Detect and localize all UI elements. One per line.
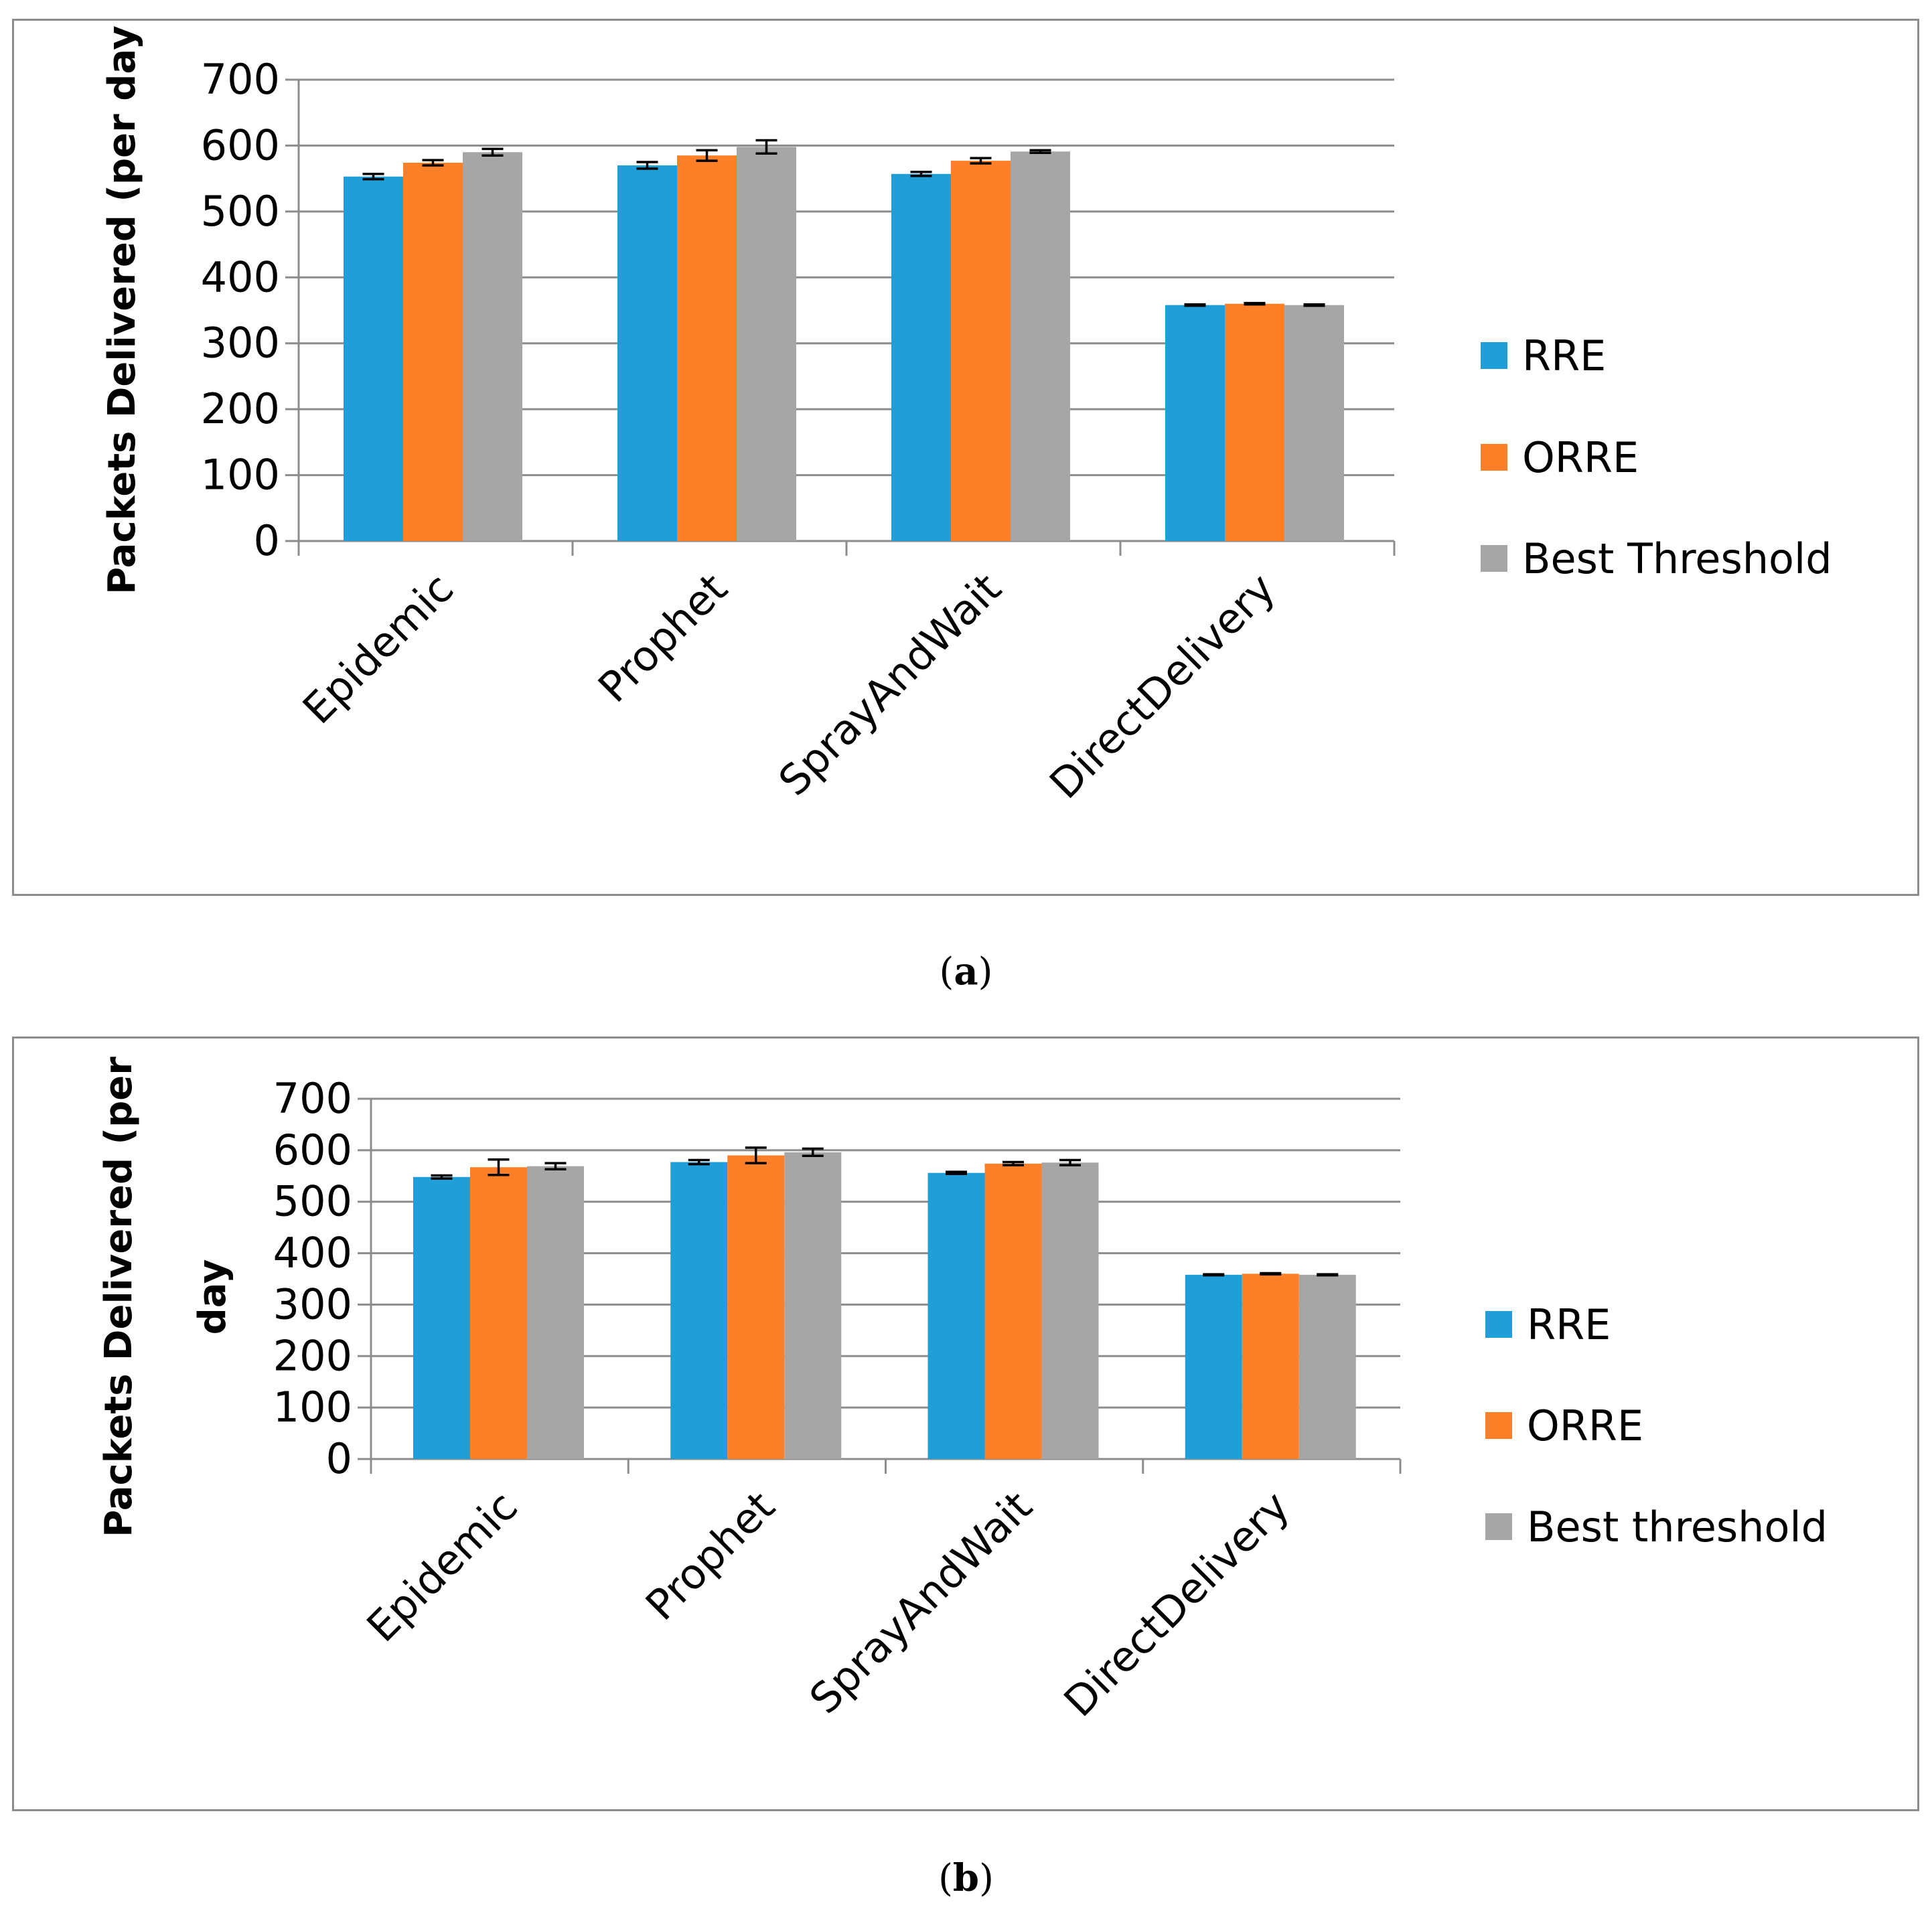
error-bar <box>755 139 777 155</box>
caption-a: (a) <box>939 949 993 994</box>
y-tick-label: 700 <box>201 55 280 104</box>
bar-rre-sprayandwait <box>891 173 951 541</box>
error-bar <box>481 147 504 157</box>
y-tick-label: 400 <box>201 252 280 301</box>
y-tick-label: 600 <box>273 1126 352 1174</box>
bar-orre-sprayandwait <box>984 1163 1042 1459</box>
chart-panel-a: 0 100 200 300 400 500 600 700 Epidemic Prophet Spr… <box>12 19 1919 896</box>
bar-best-threshold-epidemic <box>463 152 522 541</box>
error-bar <box>688 1158 710 1166</box>
bar-best-threshold-sprayandwait <box>1041 1162 1099 1459</box>
x-category-label: Epidemic <box>293 564 463 733</box>
y-tick-label: 0 <box>254 516 280 565</box>
x-category-label: Prophet <box>636 1482 784 1630</box>
y-tick-label: 100 <box>273 1383 352 1432</box>
x-category-label: Prophet <box>589 564 737 712</box>
bar-orre-directdelivery <box>1242 1274 1299 1459</box>
error-bar <box>1184 303 1206 307</box>
bar-rre-sprayandwait <box>927 1172 985 1459</box>
legend-swatch-best-threshold <box>1481 545 1507 572</box>
legend-label: RRE <box>1527 1300 1611 1349</box>
y-axis-title: Packets Delivered (per day <box>100 25 144 595</box>
error-bar <box>802 1147 824 1158</box>
x-category-label: DirectDelivery <box>1040 564 1284 808</box>
error-bar <box>544 1162 567 1171</box>
legend-label: Best Threshold <box>1522 534 1832 583</box>
y-axis-title: Packets Delivered (per <box>97 1057 141 1537</box>
error-bar <box>431 1174 453 1180</box>
y-axis-title: day <box>191 1259 234 1335</box>
bar-rre-directdelivery <box>1185 1274 1242 1459</box>
error-bar <box>422 159 444 167</box>
y-tick-label: 300 <box>273 1280 352 1328</box>
x-category-label: SprayAndWait <box>800 1482 1042 1723</box>
y-tick-label: 100 <box>201 451 280 500</box>
legend-label: ORRE <box>1527 1401 1643 1450</box>
error-bar <box>946 1170 967 1175</box>
y-tick-label: 500 <box>273 1177 352 1226</box>
y-tick-label: 200 <box>273 1331 352 1380</box>
bar-best-threshold-epidemic <box>527 1166 584 1459</box>
y-tick-label: 400 <box>273 1229 352 1278</box>
y-tick-label: 300 <box>201 319 280 368</box>
error-bar <box>1317 1273 1339 1277</box>
legend-swatch-rre <box>1481 342 1507 369</box>
bar-orre-sprayandwait <box>951 161 1011 541</box>
legend-label: ORRE <box>1522 433 1639 482</box>
error-bar <box>745 1146 767 1164</box>
bar-orre-prophet <box>727 1155 785 1459</box>
error-bar <box>1244 301 1266 306</box>
legend-label: RRE <box>1522 331 1606 380</box>
legend-swatch-orre <box>1481 444 1507 471</box>
bar-best-threshold-sprayandwait <box>1011 151 1070 542</box>
error-bar <box>1260 1272 1282 1276</box>
legend-label: Best threshold <box>1527 1503 1828 1551</box>
error-bar <box>910 171 932 177</box>
chart-panel-b: 0 100 200 300 400 500 600 700 Epidemic Prophet Spr… <box>12 1037 1919 1811</box>
error-bar <box>1029 149 1051 155</box>
bar-orre-prophet <box>677 155 737 541</box>
legend-swatch-orre <box>1485 1412 1512 1439</box>
chart-a-svg: 0 100 200 300 400 500 600 700 Epidemic Prophet Spr… <box>100 25 1832 808</box>
error-bar <box>696 149 718 162</box>
error-bar <box>488 1158 510 1176</box>
bar-orre-epidemic <box>470 1167 527 1459</box>
bar-best-threshold-directdelivery <box>1284 305 1344 541</box>
bar-best-threshold-prophet <box>737 147 796 541</box>
error-bar <box>1059 1158 1081 1166</box>
y-tick-label: 600 <box>201 121 280 169</box>
x-category-label: Epidemic <box>358 1482 527 1651</box>
bar-rre-directdelivery <box>1165 305 1225 541</box>
x-category-label: SprayAndWait <box>769 564 1011 806</box>
legend-swatch-best-threshold <box>1485 1513 1512 1540</box>
error-bar <box>970 157 992 165</box>
y-tick-label: 0 <box>326 1434 352 1483</box>
bar-orre-epidemic <box>403 163 463 541</box>
bar-best-threshold-directdelivery <box>1298 1274 1356 1459</box>
legend-swatch-rre <box>1485 1311 1512 1338</box>
error-bar <box>1203 1273 1225 1277</box>
y-tick-label: 200 <box>201 384 280 433</box>
bar-rre-prophet <box>617 165 677 541</box>
y-tick-label: 500 <box>201 187 280 236</box>
y-tick-label: 700 <box>273 1074 352 1123</box>
bar-rre-epidemic <box>413 1176 470 1459</box>
caption-b: (b) <box>938 1856 994 1900</box>
bar-rre-epidemic <box>344 176 403 541</box>
bar-best-threshold-prophet <box>784 1152 842 1459</box>
bar-rre-prophet <box>670 1162 728 1459</box>
error-bar <box>1303 303 1325 307</box>
bar-orre-directdelivery <box>1225 303 1284 541</box>
x-category-label: DirectDelivery <box>1055 1482 1299 1726</box>
error-bar <box>636 161 658 170</box>
error-bar <box>1002 1160 1024 1166</box>
error-bar <box>362 173 384 181</box>
